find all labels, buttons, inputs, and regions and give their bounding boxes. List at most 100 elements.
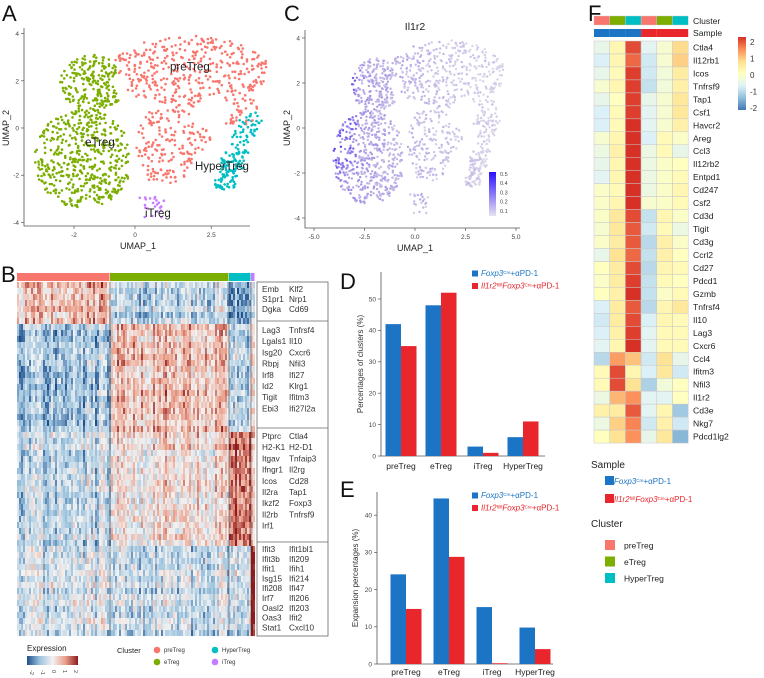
heatmap-cell	[169, 450, 172, 457]
heatmap-cell	[61, 444, 64, 451]
heatmap-cell	[243, 390, 246, 397]
scatter-point-eTreg	[69, 76, 72, 79]
heatmap-cell	[71, 408, 74, 415]
heatmap-cell	[57, 294, 60, 301]
heatmap-cell	[77, 354, 80, 361]
scatter-point-eTreg	[82, 82, 85, 86]
heatmap-cell	[221, 450, 224, 457]
heatmap-cell	[105, 294, 108, 301]
scatter-point-preTreg	[177, 86, 181, 90]
scatter-point-preTreg	[144, 115, 148, 119]
x-axis-title: UMAP_1	[120, 241, 156, 251]
heatmap-cell	[163, 330, 166, 337]
heatmap-cell	[21, 372, 24, 379]
scatter-point-preTreg	[202, 86, 205, 89]
heatmap-cell	[71, 306, 74, 313]
heatmap-cell	[75, 378, 78, 385]
scatter-point-preTreg	[194, 34, 198, 38]
heatmap-cell	[45, 420, 48, 427]
scatter-point-preTreg	[215, 65, 218, 69]
heatmap-cell	[125, 438, 128, 445]
heatmap-cell	[93, 306, 96, 313]
heatmap-cell	[173, 372, 176, 379]
heatmap-cell	[219, 378, 222, 385]
heatmap-cell	[137, 354, 140, 361]
scatter-point-preTreg	[208, 138, 212, 141]
heatmap-cell	[145, 300, 148, 307]
scatter-point-preTreg	[212, 45, 216, 49]
heatmap-cell	[99, 336, 102, 343]
scatter-point-eTreg	[82, 167, 86, 170]
heatmap-cell	[149, 384, 152, 391]
heatmap-cell	[43, 300, 46, 307]
heatmap-cell	[227, 324, 230, 331]
scatter-point-eTreg	[43, 182, 46, 185]
heatmap-cell	[159, 288, 162, 295]
heatmap-cell	[105, 366, 108, 373]
heatmap-cell	[253, 354, 256, 361]
heatmap-cell	[61, 396, 64, 403]
heatmap-cell	[127, 348, 130, 355]
heatmap-cell	[175, 396, 178, 403]
heatmap-cell	[103, 306, 106, 313]
heatmap-cell	[27, 432, 30, 439]
heatmap-cell	[219, 432, 222, 439]
scatter-point-eTreg	[70, 191, 74, 194]
heatmap-cell	[151, 294, 154, 301]
heatmap-cell	[117, 414, 120, 421]
heatmap-cell	[91, 354, 94, 361]
heatmap-cell	[139, 354, 142, 361]
heatmap-cell	[241, 360, 244, 367]
heatmap-cell	[233, 360, 236, 367]
heatmap-cell	[209, 342, 212, 349]
heatmap-cell	[113, 288, 116, 295]
cluster-label-eTreg: eTreg	[85, 137, 115, 149]
heatmap-cell	[77, 384, 80, 391]
heatmap-cell	[169, 306, 172, 313]
heatmap-cell	[63, 306, 66, 313]
scatter-point-eTreg	[103, 139, 106, 142]
heatmap-cell	[95, 366, 98, 373]
heatmap-cell	[119, 450, 122, 457]
heatmap-cell	[223, 360, 226, 367]
heatmap-cell	[191, 384, 194, 391]
heatmap-cell	[65, 294, 68, 301]
heatmap-cell	[131, 414, 134, 421]
heatmap-cell	[89, 426, 92, 433]
heatmap-cell	[137, 414, 140, 421]
heatmap-cell	[93, 342, 96, 349]
heatmap-cell	[59, 294, 62, 301]
heatmap-cell	[53, 336, 56, 343]
scatter-point-preTreg	[155, 178, 159, 181]
heatmap-cell	[143, 318, 146, 325]
heatmap-cell	[89, 342, 92, 349]
heatmap-cell	[247, 312, 250, 319]
scatter-point-eTreg	[72, 98, 75, 102]
heatmap-cell	[121, 420, 124, 427]
heatmap-cell	[135, 420, 138, 427]
heatmap-cell	[131, 426, 134, 433]
heatmap-cell	[165, 354, 168, 361]
scatter-point-preTreg	[160, 148, 164, 152]
scatter-point-eTreg	[93, 145, 97, 148]
heatmap-cell	[189, 312, 192, 319]
heatmap-cell	[23, 294, 26, 301]
scatter-point-eTreg	[43, 146, 47, 149]
heatmap-cell	[145, 288, 148, 295]
heatmap-cell	[89, 420, 92, 427]
heatmap-cell	[111, 450, 114, 457]
heatmap-cell	[169, 324, 172, 331]
heatmap-cell	[25, 282, 28, 289]
scatter-point-preTreg	[229, 118, 233, 121]
heatmap-cell	[95, 384, 98, 391]
heatmap-cell	[231, 396, 234, 403]
heatmap-cell	[231, 426, 234, 433]
heatmap-cell	[165, 450, 168, 457]
heatmap-cell	[17, 408, 20, 415]
heatmap-cell	[87, 288, 90, 295]
heatmap-cell	[21, 318, 24, 325]
heatmap-cell	[217, 432, 220, 439]
heatmap-cell	[205, 390, 208, 397]
heatmap-cell	[225, 348, 228, 355]
heatmap-cell	[67, 402, 70, 409]
